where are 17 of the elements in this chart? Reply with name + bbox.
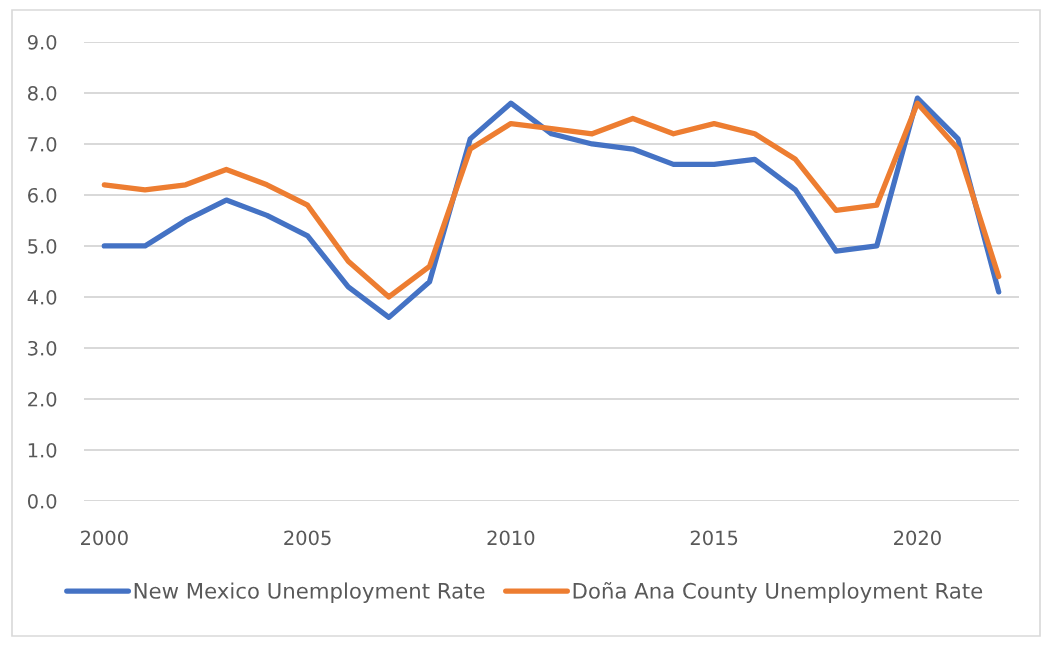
y-tick-label: 1.0 (28, 442, 57, 458)
y-tick-label: 5.0 (28, 238, 57, 254)
y-tick-label: 0.0 (27, 493, 57, 509)
y-tick-label: 9.0 (27, 34, 57, 50)
x-tick-label: 2020 (894, 530, 941, 546)
y-tick-label: 8.0 (28, 85, 57, 101)
y-tick-label: 4.0 (27, 289, 57, 305)
x-tick-label: 2005 (284, 530, 331, 546)
y-tick-label: 3.0 (28, 340, 57, 356)
x-tick-label: 2010 (487, 530, 535, 546)
legend-label: New Mexico Unemployment Rate (134, 582, 485, 603)
x-tick-label: 2000 (81, 530, 128, 546)
x-tick-label: 2015 (690, 530, 738, 546)
y-tick-label: 6.0 (28, 187, 57, 203)
y-tick-label: 7.0 (28, 136, 57, 152)
legend-label: Doña Ana County Unemployment Rate (573, 582, 983, 603)
y-tick-label: 2.0 (28, 391, 57, 407)
